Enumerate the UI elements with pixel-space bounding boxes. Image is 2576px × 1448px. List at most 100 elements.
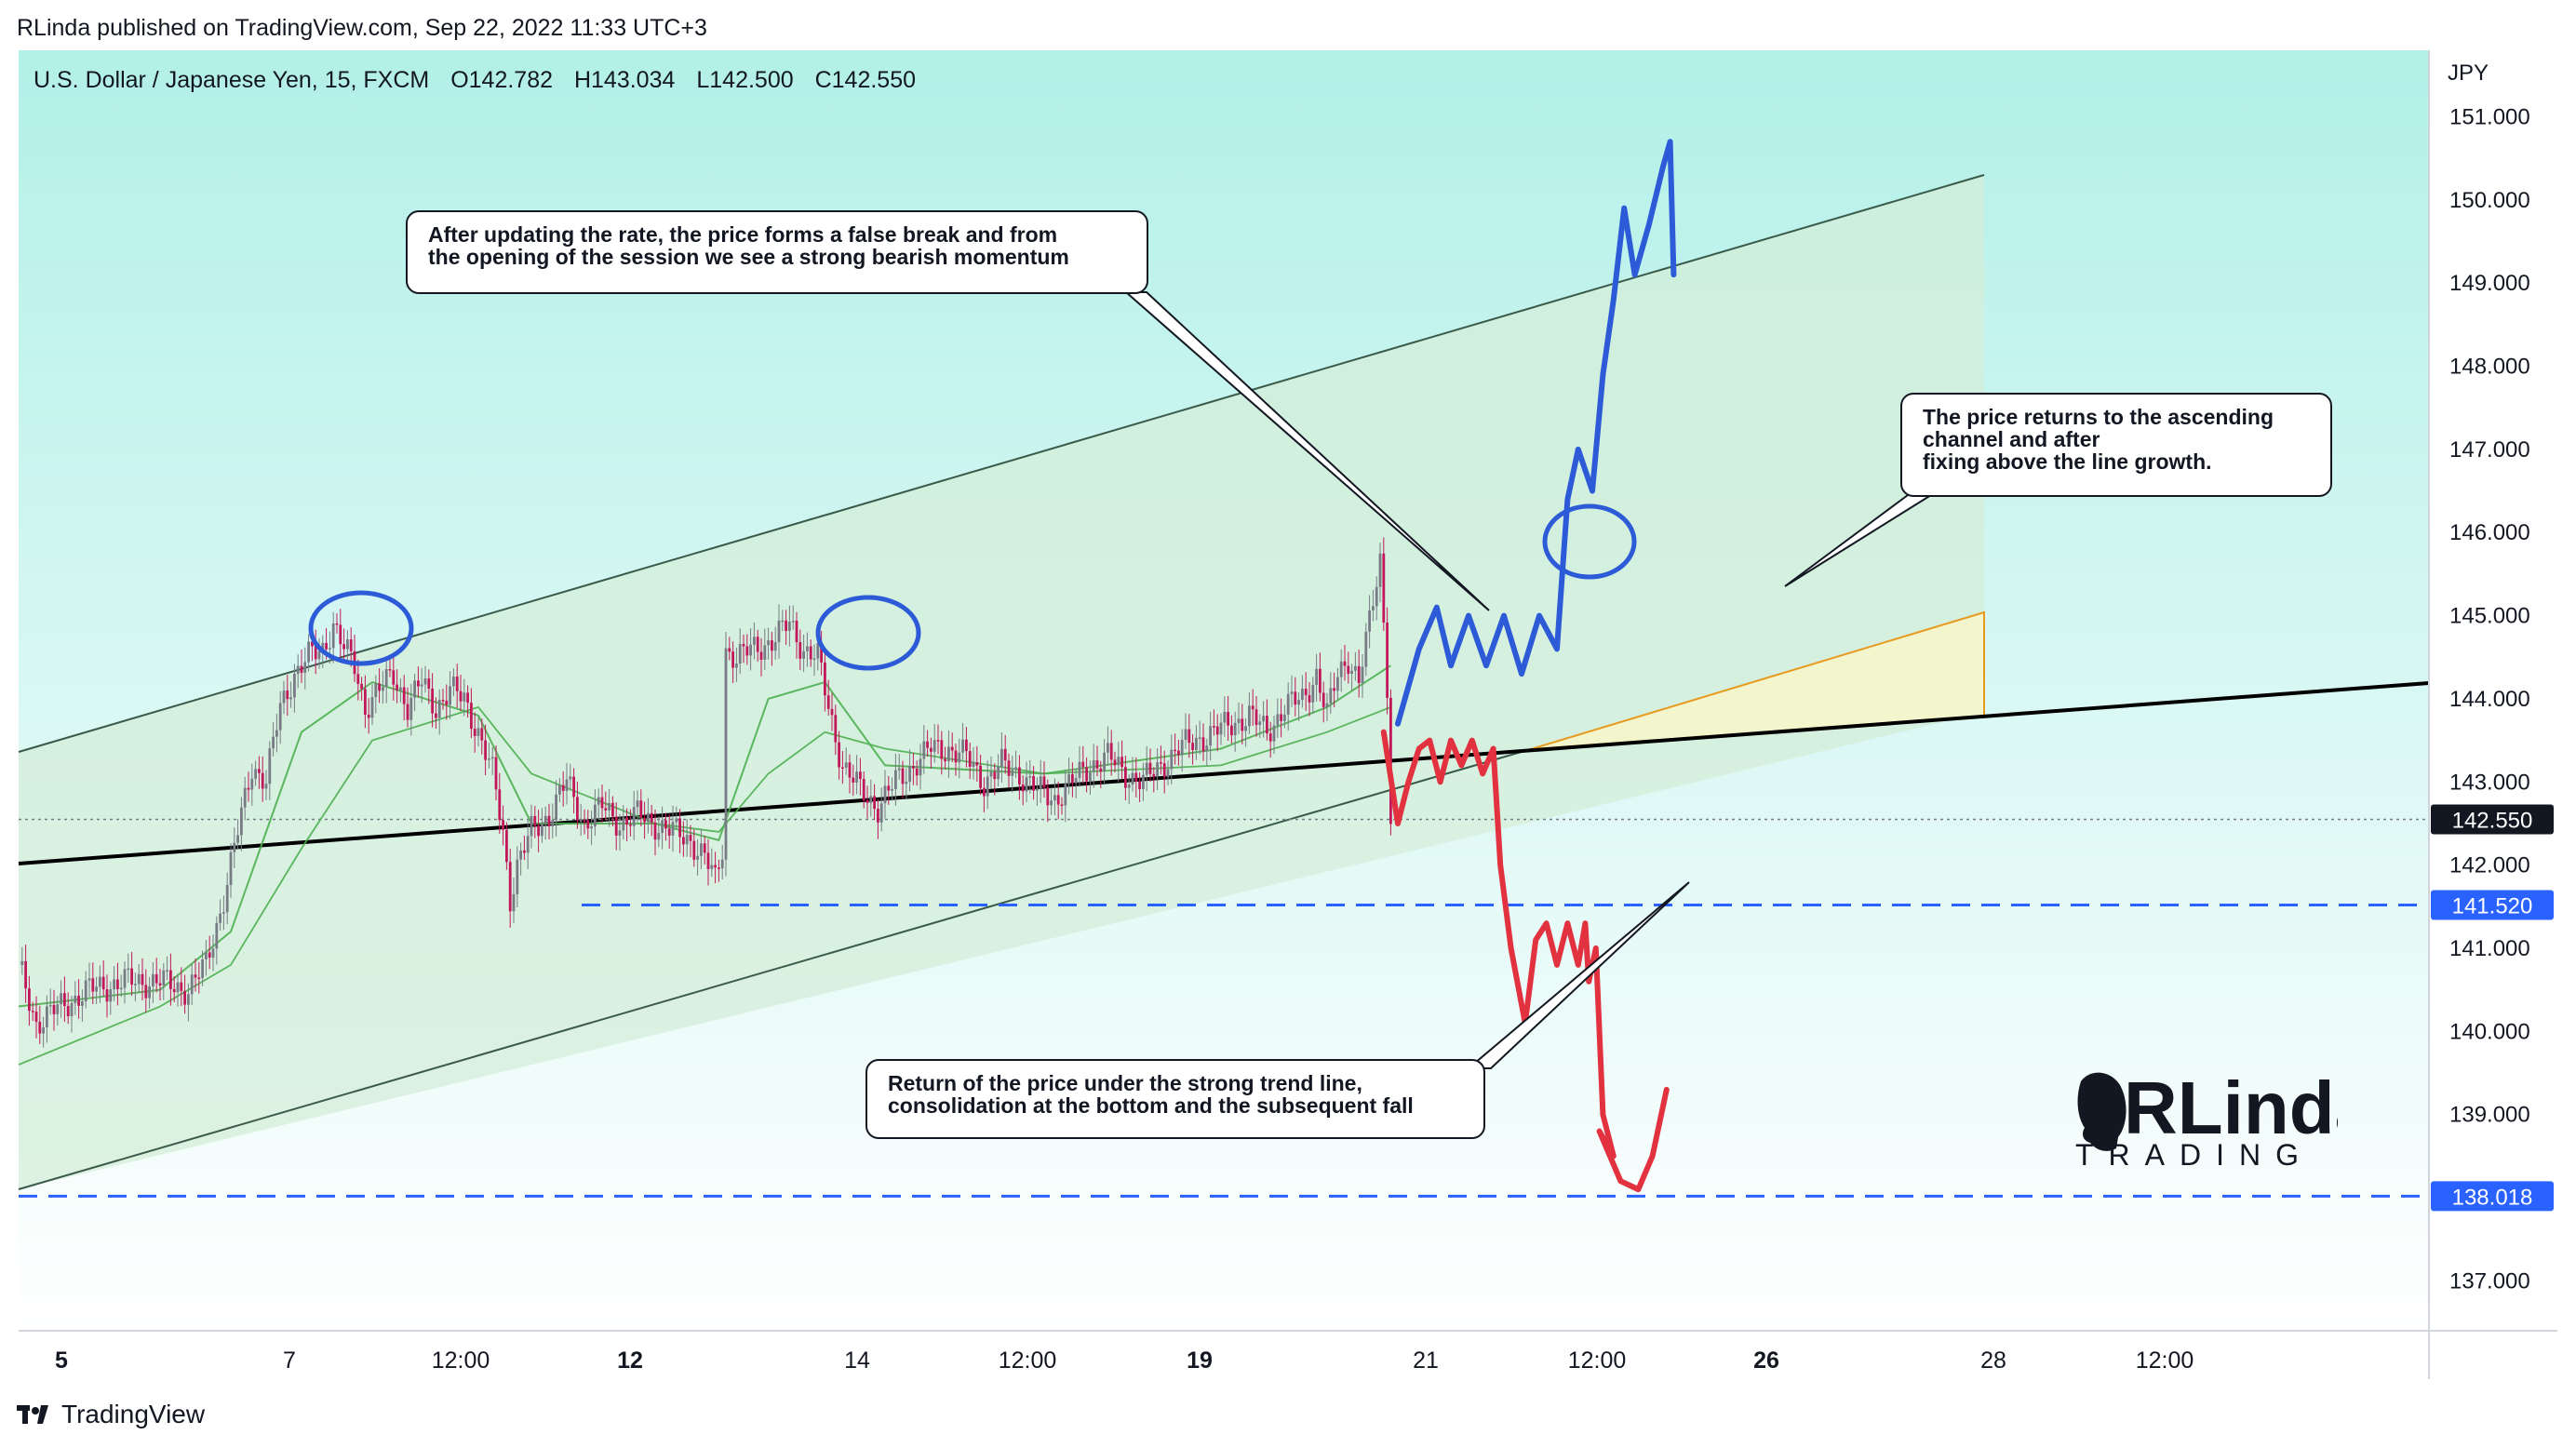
candle — [834, 704, 838, 756]
candle — [569, 763, 572, 791]
candle — [261, 756, 264, 802]
candle — [236, 819, 239, 851]
candle — [399, 678, 402, 703]
candle — [1325, 692, 1329, 722]
candle — [950, 732, 954, 763]
candle — [622, 805, 625, 840]
candle — [785, 610, 787, 645]
candle — [1230, 715, 1233, 744]
candle — [307, 634, 310, 672]
candle — [162, 963, 166, 1000]
candle — [28, 975, 31, 1026]
x-tick-label: 12:00 — [1568, 1347, 1627, 1374]
candle — [537, 810, 540, 852]
candle — [1014, 750, 1017, 779]
candle — [919, 744, 922, 790]
candle — [459, 674, 463, 712]
candle — [873, 784, 876, 820]
candle — [844, 747, 848, 775]
annotation-top[interactable]: After updating the rate, the price forms… — [406, 210, 1148, 294]
candle — [947, 730, 950, 778]
candle — [820, 630, 823, 676]
candle — [1177, 740, 1180, 766]
candle — [877, 798, 879, 839]
candle — [346, 630, 349, 664]
candle — [116, 962, 119, 1006]
candle — [172, 976, 176, 1003]
candle — [608, 788, 610, 827]
candle — [1145, 745, 1148, 792]
candle — [187, 983, 190, 1022]
candle — [883, 770, 887, 819]
candle — [767, 627, 770, 660]
x-tick-label: 19 — [1187, 1347, 1213, 1374]
candle — [1315, 653, 1318, 702]
candle — [423, 665, 427, 693]
symbol-name[interactable]: U.S. Dollar / Japanese Yen, 15, FXCM — [34, 67, 430, 93]
annotation-right[interactable]: The price returns to the ascending chann… — [1900, 393, 2332, 497]
candle — [936, 724, 940, 755]
candle — [1103, 739, 1106, 784]
candle — [731, 641, 734, 684]
candle — [604, 791, 608, 821]
bearish-projection-path — [1380, 729, 1670, 1193]
candle — [671, 805, 675, 852]
candle — [1074, 768, 1078, 798]
candle — [1107, 726, 1109, 766]
tradingview-footer[interactable]: TradingView — [17, 1400, 205, 1429]
candle — [802, 634, 805, 673]
candle — [879, 787, 883, 832]
candle — [1233, 711, 1237, 752]
candle — [979, 755, 982, 796]
candle — [1304, 672, 1308, 711]
candle — [594, 789, 597, 836]
candle — [824, 653, 826, 712]
candle — [1081, 745, 1085, 784]
y-tick-label: 142.000 — [2449, 853, 2530, 878]
candle — [205, 940, 208, 976]
candle — [1095, 745, 1099, 777]
candle — [1375, 576, 1378, 621]
candle — [1354, 651, 1357, 681]
annotation-bottom[interactable]: Return of the price under the strong tre… — [865, 1059, 1485, 1139]
candle — [473, 712, 476, 753]
candle — [1184, 713, 1187, 749]
candle — [788, 605, 791, 647]
candle — [763, 628, 767, 670]
candle — [1152, 767, 1156, 793]
candle — [915, 760, 919, 786]
candle — [24, 945, 27, 1003]
candle — [275, 713, 278, 753]
candle — [449, 671, 451, 719]
candle — [798, 629, 802, 671]
candle — [420, 667, 423, 704]
candle — [653, 809, 657, 856]
candle — [629, 809, 632, 837]
candle — [859, 758, 862, 796]
candle — [735, 647, 738, 682]
candle — [897, 753, 901, 780]
time-axis[interactable]: 5 7 12:00 12 14 12:00 19 21 12:00 26 28 12:00 — [55, 1347, 2194, 1374]
candle — [1244, 717, 1247, 747]
candle — [119, 974, 123, 998]
candle — [278, 690, 282, 744]
candle — [476, 716, 480, 747]
candle — [1092, 744, 1095, 788]
price-axis[interactable]: 151.000 150.000 149.000 148.000 147.000 146.0… — [2449, 104, 2530, 1294]
candle — [1007, 753, 1011, 788]
candle — [243, 776, 247, 821]
candle — [1050, 787, 1053, 815]
candle — [435, 697, 437, 730]
candle — [52, 989, 56, 1031]
candle — [1333, 672, 1335, 708]
candle — [541, 808, 543, 843]
candle — [1280, 698, 1282, 738]
candle — [826, 679, 830, 717]
candle — [38, 1005, 42, 1044]
y-tick-label: 151.000 — [2449, 104, 2530, 129]
highlight-circle — [1542, 503, 1637, 580]
candle — [703, 836, 706, 865]
candle — [968, 742, 972, 780]
candle — [1053, 778, 1056, 815]
